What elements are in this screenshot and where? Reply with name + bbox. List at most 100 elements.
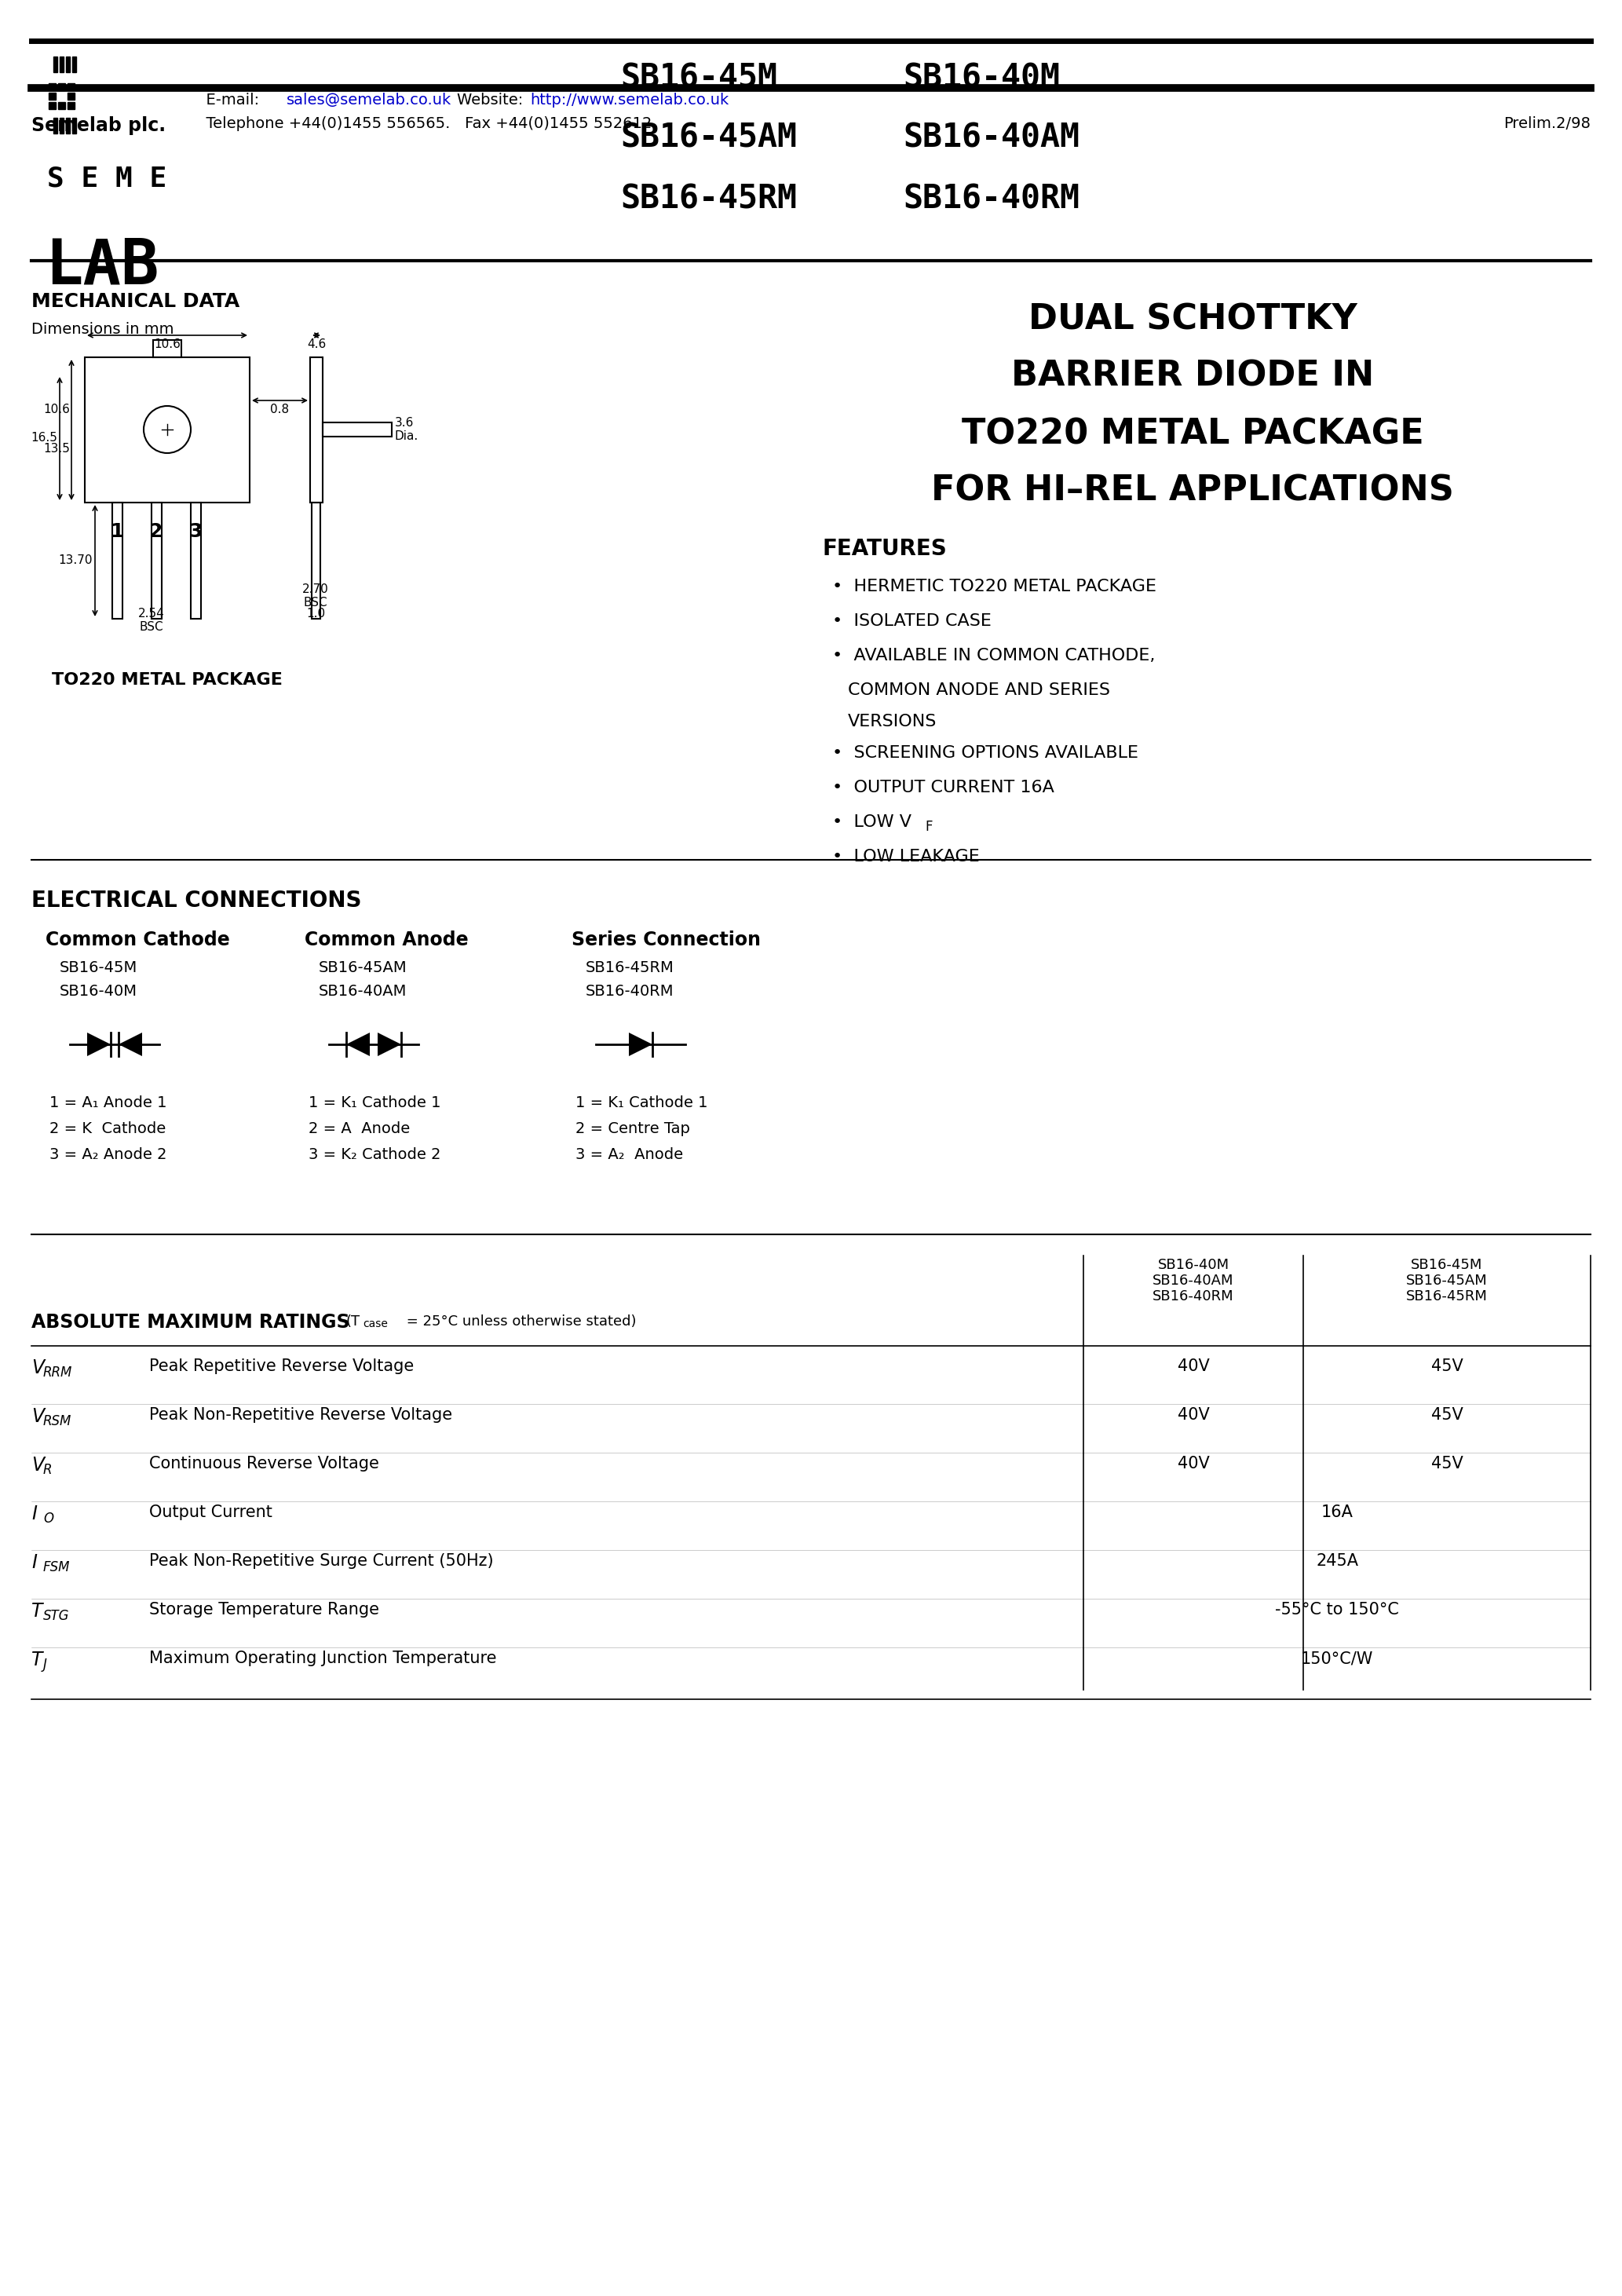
Bar <box>49 101 55 110</box>
Bar <box>310 358 323 503</box>
Bar <box>60 117 63 133</box>
Text: 2 = Centre Tap: 2 = Centre Tap <box>576 1120 689 1137</box>
Text: Prelim.2/98: Prelim.2/98 <box>1504 117 1591 131</box>
Text: V: V <box>31 1407 44 1426</box>
Text: 10.6: 10.6 <box>44 404 70 416</box>
Text: http://www.semelab.co.uk: http://www.semelab.co.uk <box>530 92 728 108</box>
Text: SB16-45AM: SB16-45AM <box>320 960 407 976</box>
Text: 2 = K  Cathode: 2 = K Cathode <box>49 1120 165 1137</box>
Bar <box>58 83 65 90</box>
Text: 150°C/W: 150°C/W <box>1301 1651 1374 1667</box>
Bar <box>49 92 55 99</box>
Bar <box>58 101 65 110</box>
Text: TO220 METAL PACKAGE: TO220 METAL PACKAGE <box>52 673 282 689</box>
Text: E-mail:: E-mail: <box>196 92 264 108</box>
Text: 40V: 40V <box>1178 1456 1210 1472</box>
Text: -55°C to 150°C: -55°C to 150°C <box>1275 1603 1400 1619</box>
Text: SB16-40M: SB16-40M <box>1158 1258 1229 1272</box>
Text: 4.6: 4.6 <box>307 338 326 351</box>
Text: I: I <box>31 1504 37 1522</box>
Text: •  ISOLATED CASE: • ISOLATED CASE <box>832 613 991 629</box>
Text: SB16-40AM: SB16-40AM <box>903 122 1080 154</box>
Text: Semelab plc.: Semelab plc. <box>31 117 165 135</box>
Text: 10.6: 10.6 <box>154 338 180 351</box>
Text: 45V: 45V <box>1431 1456 1463 1472</box>
Text: 1.0: 1.0 <box>307 608 324 620</box>
Text: SB16-40M: SB16-40M <box>903 62 1059 94</box>
Text: Website:: Website: <box>438 92 529 108</box>
Bar <box>84 358 250 503</box>
Text: RSM: RSM <box>44 1414 71 1428</box>
Polygon shape <box>88 1033 110 1056</box>
Bar <box>67 117 70 133</box>
Text: BARRIER DIODE IN: BARRIER DIODE IN <box>1011 360 1374 393</box>
Text: 3: 3 <box>188 521 203 542</box>
Text: Series Connection: Series Connection <box>571 930 761 948</box>
Bar <box>68 92 75 99</box>
Bar <box>152 340 182 358</box>
Text: 1: 1 <box>110 521 123 542</box>
Text: SB16-45M: SB16-45M <box>60 960 138 976</box>
Text: F: F <box>925 820 933 833</box>
Text: SB16-40M: SB16-40M <box>60 985 138 999</box>
Bar <box>73 117 76 133</box>
Text: V: V <box>31 1456 44 1474</box>
Text: SB16-45M: SB16-45M <box>620 62 777 94</box>
Text: •  SCREENING OPTIONS AVAILABLE: • SCREENING OPTIONS AVAILABLE <box>832 746 1139 760</box>
Text: SB16-45RM: SB16-45RM <box>586 960 675 976</box>
Text: 13.5: 13.5 <box>44 443 70 455</box>
Text: 13.70: 13.70 <box>58 556 92 567</box>
Text: Peak Non-Repetitive Surge Current (50Hz): Peak Non-Repetitive Surge Current (50Hz) <box>149 1552 493 1568</box>
Bar <box>49 83 55 90</box>
Text: 3 = A₂  Anode: 3 = A₂ Anode <box>576 1148 683 1162</box>
Text: J: J <box>44 1658 47 1671</box>
Bar <box>68 83 75 90</box>
Bar <box>54 57 57 71</box>
Bar <box>191 503 201 618</box>
Text: STG: STG <box>44 1609 70 1623</box>
Text: 1 = K₁ Cathode 1: 1 = K₁ Cathode 1 <box>576 1095 707 1111</box>
Polygon shape <box>118 1033 143 1056</box>
Bar <box>60 57 63 71</box>
Text: Peak Non-Repetitive Reverse Voltage: Peak Non-Repetitive Reverse Voltage <box>149 1407 453 1424</box>
Text: •  LOW LEAKAGE: • LOW LEAKAGE <box>832 850 980 866</box>
Text: 40V: 40V <box>1178 1407 1210 1424</box>
Bar <box>67 57 70 71</box>
Text: Telephone +44(0)1455 556565.   Fax +44(0)1455 552612.: Telephone +44(0)1455 556565. Fax +44(0)1… <box>196 117 657 131</box>
Text: DUAL SCHOTTKY: DUAL SCHOTTKY <box>1028 303 1358 335</box>
Text: RRM: RRM <box>44 1366 73 1380</box>
Bar <box>311 503 320 618</box>
Text: •  LOW V: • LOW V <box>832 815 912 829</box>
Text: Peak Repetitive Reverse Voltage: Peak Repetitive Reverse Voltage <box>149 1359 414 1373</box>
Text: 2: 2 <box>149 521 164 542</box>
Text: I: I <box>31 1552 37 1573</box>
Text: Common Cathode: Common Cathode <box>45 930 230 948</box>
Text: SB16-40RM: SB16-40RM <box>1153 1290 1234 1304</box>
Text: S E M E: S E M E <box>47 165 167 191</box>
Text: T: T <box>31 1651 42 1669</box>
Text: Maximum Operating Junction Temperature: Maximum Operating Junction Temperature <box>149 1651 496 1667</box>
Text: •  AVAILABLE IN COMMON CATHODE,: • AVAILABLE IN COMMON CATHODE, <box>832 647 1155 664</box>
Text: 45V: 45V <box>1431 1359 1463 1373</box>
Text: V: V <box>31 1359 44 1378</box>
Text: = 25°C unless otherwise stated): = 25°C unless otherwise stated) <box>402 1316 636 1329</box>
Text: (T: (T <box>345 1316 360 1329</box>
Text: 3 = K₂ Cathode 2: 3 = K₂ Cathode 2 <box>308 1148 441 1162</box>
Text: •  HERMETIC TO220 METAL PACKAGE: • HERMETIC TO220 METAL PACKAGE <box>832 579 1156 595</box>
Text: SB16-40RM: SB16-40RM <box>903 181 1080 216</box>
Text: SB16-40AM: SB16-40AM <box>320 985 407 999</box>
Bar <box>73 57 76 71</box>
Text: 0.8: 0.8 <box>269 404 289 416</box>
Text: 3.6
Dia.: 3.6 Dia. <box>394 418 418 443</box>
Polygon shape <box>629 1033 652 1056</box>
Polygon shape <box>345 1033 370 1056</box>
Text: Continuous Reverse Voltage: Continuous Reverse Voltage <box>149 1456 380 1472</box>
Text: SB16-45RM: SB16-45RM <box>1406 1290 1487 1304</box>
Polygon shape <box>378 1033 401 1056</box>
Text: MECHANICAL DATA: MECHANICAL DATA <box>31 292 240 310</box>
Text: 45V: 45V <box>1431 1407 1463 1424</box>
Text: SB16-45AM: SB16-45AM <box>620 122 796 154</box>
Text: ABSOLUTE MAXIMUM RATINGS: ABSOLUTE MAXIMUM RATINGS <box>31 1313 350 1332</box>
Text: COMMON ANODE AND SERIES: COMMON ANODE AND SERIES <box>848 682 1109 698</box>
Text: FEATURES: FEATURES <box>822 537 947 560</box>
